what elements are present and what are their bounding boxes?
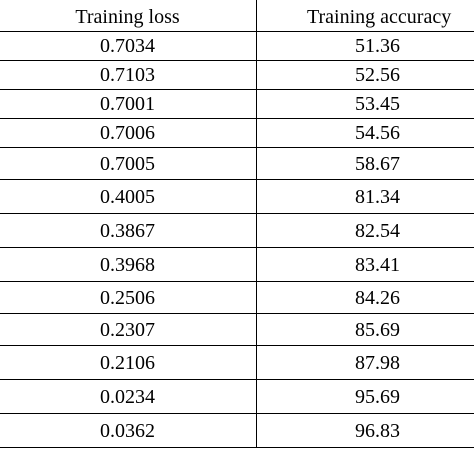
loss-cell: 0.3968 [0, 247, 257, 282]
accuracy-cell: 83.41 [256, 247, 474, 282]
table-row: 0.7005 58.67 [0, 147, 474, 180]
accuracy-cell: 53.45 [256, 89, 474, 119]
accuracy-cell: 51.36 [256, 31, 474, 61]
accuracy-cell: 95.69 [256, 379, 474, 414]
table-row: 0.7006 54.56 [0, 118, 474, 148]
loss-cell: 0.2307 [0, 313, 257, 346]
accuracy-cell: 84.26 [256, 281, 474, 314]
table-row: 0.2307 85.69 [0, 313, 474, 346]
accuracy-cell: 58.67 [256, 147, 474, 180]
loss-cell: 0.0234 [0, 379, 257, 414]
table-row: 0.3867 82.54 [0, 213, 474, 248]
loss-cell: 0.2106 [0, 345, 257, 380]
table-row: 0.4005 81.34 [0, 179, 474, 214]
loss-cell: 0.0362 [0, 413, 257, 448]
loss-cell: 0.2506 [0, 281, 257, 314]
table-row: 0.2506 84.26 [0, 281, 474, 314]
table-row: 0.7034 51.36 [0, 31, 474, 61]
accuracy-cell: 87.98 [256, 345, 474, 380]
accuracy-cell: 52.56 [256, 60, 474, 90]
column-header-training-loss: Training loss [0, 0, 257, 32]
loss-cell: 0.7034 [0, 31, 257, 61]
accuracy-cell: 81.34 [256, 179, 474, 214]
loss-cell: 0.7103 [0, 60, 257, 90]
table-row: 0.0362 96.83 [0, 413, 474, 448]
table-row: 0.3968 83.41 [0, 247, 474, 282]
accuracy-cell: 82.54 [256, 213, 474, 248]
loss-cell: 0.7005 [0, 147, 257, 180]
loss-cell: 0.3867 [0, 213, 257, 248]
loss-cell: 0.7001 [0, 89, 257, 119]
column-header-training-accuracy: Training accuracy [256, 0, 474, 32]
accuracy-cell: 96.83 [256, 413, 474, 448]
training-results-table: Training loss Training accuracy 0.7034 5… [0, 0, 474, 448]
accuracy-cell: 54.56 [256, 118, 474, 148]
table-row: 0.7001 53.45 [0, 89, 474, 119]
loss-cell: 0.7006 [0, 118, 257, 148]
table-row: 0.7103 52.56 [0, 60, 474, 90]
table-row: 0.2106 87.98 [0, 345, 474, 380]
table-header-row: Training loss Training accuracy [0, 0, 474, 32]
loss-cell: 0.4005 [0, 179, 257, 214]
accuracy-cell: 85.69 [256, 313, 474, 346]
table-row: 0.0234 95.69 [0, 379, 474, 414]
